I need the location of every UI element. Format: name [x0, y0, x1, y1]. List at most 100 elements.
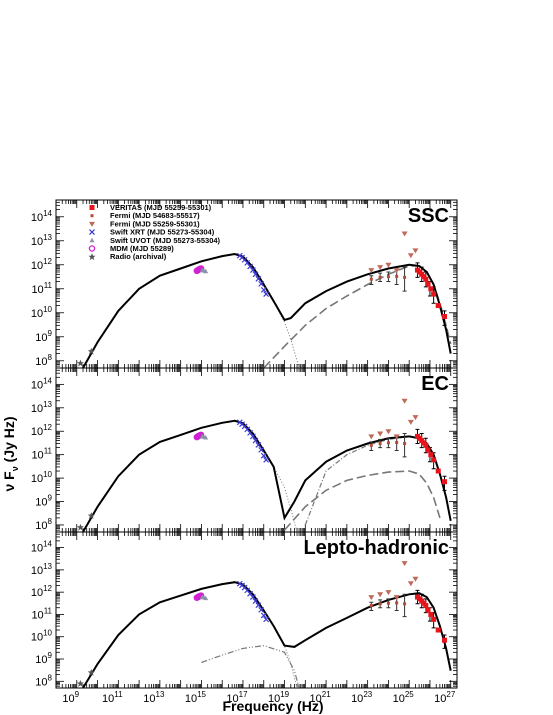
x-tick-label: 1023	[351, 690, 373, 705]
veritas-point	[441, 313, 447, 319]
y-tick-label: 1013	[31, 233, 53, 248]
y-tick-label: 109	[35, 494, 52, 509]
veritas-point	[423, 276, 429, 282]
fermi-long-point	[386, 601, 390, 605]
panel-title: SSC	[408, 205, 449, 227]
legend-marker	[89, 237, 95, 243]
xrt-point	[258, 606, 265, 613]
y-tick-label: 1012	[31, 257, 53, 272]
fermi-long-point	[403, 441, 407, 445]
xrt-point	[252, 437, 259, 444]
radio-point	[87, 668, 95, 676]
y-tick-label: 1011	[31, 281, 52, 296]
veritas-point	[421, 440, 427, 446]
y-tick-label: 1012	[31, 423, 53, 438]
legend-marker	[90, 214, 94, 218]
legend-entry: MDM (MJD 55289)	[110, 244, 174, 253]
fermi-short-upper-limit	[368, 434, 375, 440]
legend-entry: Fermi (MJD 55259-55301)	[110, 219, 200, 228]
ssc-curve	[283, 470, 441, 531]
veritas-point	[425, 281, 431, 287]
veritas-point	[428, 452, 434, 458]
uvot-point	[203, 595, 209, 601]
legend: VERITAS (MJD 55259-55301)Fermi (MJD 5468…	[110, 203, 221, 261]
x-tick-label: 1027	[434, 690, 456, 705]
xrt-point	[263, 616, 270, 623]
xrt-point	[260, 286, 267, 293]
xrt-point	[260, 452, 267, 459]
legend-marker	[88, 245, 96, 252]
legend-marker	[89, 221, 95, 227]
fermi-long-point	[369, 604, 373, 608]
veritas-point	[428, 286, 434, 292]
veritas-point	[435, 303, 441, 309]
y-tick-label: 1013	[31, 400, 53, 415]
xrt-point	[252, 271, 259, 278]
panel-3: 108 109 1010 1011 1012 1013 1014 109 1011 1013 101…	[31, 531, 458, 705]
legend-entry: VERITAS (MJD 55259-55301)	[110, 203, 212, 212]
legend-entry: Fermi (MJD 54683-55517)	[110, 211, 200, 220]
uvot-point	[203, 268, 209, 274]
x-tick-label: 1025	[393, 690, 415, 705]
legend-entry: Radio (archival)	[110, 252, 167, 261]
fermi-long-point	[369, 277, 373, 281]
total-model-curve	[82, 252, 452, 369]
fermi-long-point	[386, 275, 390, 279]
x-axis-title: Frequency (Hz)	[222, 698, 323, 714]
veritas-point	[423, 442, 429, 448]
xrt-point	[258, 280, 265, 287]
hadronic-cascade-curve	[201, 644, 300, 689]
fermi-short-upper-limit	[368, 268, 375, 274]
synchrotron-tail-curve	[263, 284, 300, 369]
xrt-point	[249, 433, 256, 440]
x-tick-label: 1015	[185, 690, 207, 705]
xrt-point	[249, 594, 256, 601]
y-tick-label: 1010	[31, 629, 53, 644]
xrt-point	[263, 456, 270, 463]
x-tick-label: 109	[62, 690, 79, 705]
y-tick-label: 1014	[31, 540, 53, 555]
panel-title: EC	[421, 373, 449, 395]
radio-point	[76, 359, 84, 367]
veritas-point	[435, 468, 441, 474]
radio-point	[76, 523, 84, 531]
fermi-long-point	[395, 601, 399, 605]
fermi-short-upper-limit	[412, 248, 419, 254]
veritas-point	[425, 447, 431, 453]
fermi-short-upper-limit	[385, 590, 392, 596]
synchrotron-tail-curve	[263, 610, 298, 689]
fermi-short-upper-limit	[368, 595, 375, 601]
y-tick-label: 1010	[31, 305, 53, 320]
y-tick-label: 1013	[31, 562, 53, 577]
panel-2: 108 109 1010 1011 1012 1013 1014 EC	[31, 367, 458, 533]
fermi-long-point	[403, 275, 407, 279]
fermi-short-upper-limit	[385, 429, 392, 435]
fermi-long-errorbar	[402, 593, 407, 618]
fermi-long-point	[386, 441, 390, 445]
legend-marker	[88, 253, 96, 261]
veritas-point	[431, 616, 437, 622]
veritas-point	[431, 291, 437, 297]
fermi-short-upper-limit	[401, 231, 408, 237]
fermi-long-errorbar	[402, 266, 407, 292]
fermi-short-upper-limit	[393, 595, 400, 601]
fermi-short-upper-limit	[412, 576, 419, 582]
fermi-short-upper-limit	[385, 262, 392, 268]
panel-1: 108 109 1010 1011 1012 1013 1014 SSC VERITAS (MJ…	[31, 199, 458, 369]
xrt-point	[252, 598, 259, 604]
legend-entry: Swift UVOT (MJD 55273-55304)	[110, 236, 221, 245]
y-tick-label: 108	[35, 353, 52, 368]
fermi-long-point	[369, 443, 373, 447]
veritas-point	[423, 603, 429, 609]
fermi-long-point	[378, 275, 382, 279]
total-model-curve	[82, 581, 452, 689]
fermi-short-upper-limit	[412, 415, 419, 421]
veritas-point	[431, 457, 437, 463]
y-tick-label: 1011	[31, 447, 52, 462]
y-tick-label: 108	[35, 517, 52, 532]
y-tick-label: 1014	[31, 209, 53, 224]
fermi-short-upper-limit	[407, 253, 414, 259]
radio-point	[76, 679, 84, 687]
fermi-short-upper-limit	[401, 561, 408, 567]
xrt-point	[263, 291, 270, 298]
